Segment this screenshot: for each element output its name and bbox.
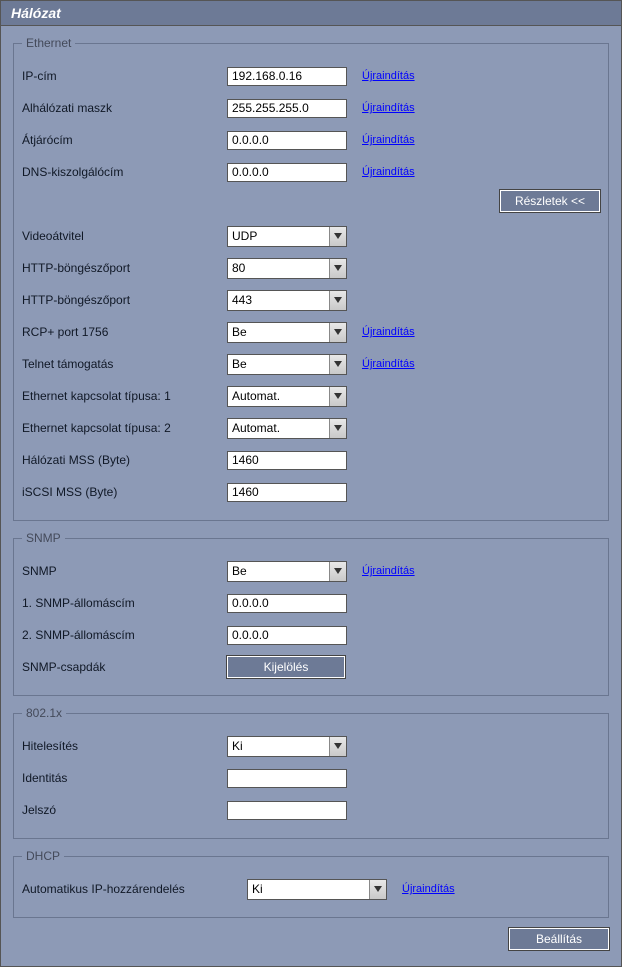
dns-input[interactable] [227,163,347,182]
snmp-restart-link[interactable]: Újraindítás [362,565,415,577]
identity-input[interactable] [227,769,347,788]
auth-label: Hitelesítés [22,739,227,753]
auth-select[interactable]: Ki [227,736,347,757]
chevron-down-icon [329,737,346,756]
chevron-down-icon [329,419,346,438]
details-button[interactable]: Részletek << [500,190,600,212]
ip-label: IP-cím [22,69,227,83]
snmp-traps-button[interactable]: Kijelölés [227,656,345,678]
dhcp-auto-label: Automatikus IP-hozzárendelés [22,882,247,896]
dhcp-legend: DHCP [22,849,64,863]
identity-label: Identitás [22,771,227,785]
snmp-legend: SNMP [22,531,65,545]
https-label: HTTP-böngészőport [22,293,227,307]
chevron-down-icon [329,291,346,310]
snmp-host2-label: 2. SNMP-állomáscím [22,628,227,642]
ip-input[interactable] [227,67,347,86]
dot1x-legend: 802.1x [22,706,66,720]
ethernet-fieldset: Ethernet IP-cím Újraindítás Alhálózati m… [13,36,609,521]
snmp-host1-label: 1. SNMP-állomáscím [22,596,227,610]
rcp-select-value: Be [228,325,329,339]
subnet-restart-link[interactable]: Újraindítás [362,102,415,114]
subnet-label: Alhálózati maszk [22,101,227,115]
http-label: HTTP-böngészőport [22,261,227,275]
dhcp-restart-link[interactable]: Újraindítás [402,883,455,895]
submit-button[interactable]: Beállítás [509,928,609,950]
ethtype2-select-value: Automat. [228,421,329,435]
password-label: Jelszó [22,803,227,817]
chevron-down-icon [329,227,346,246]
snmp-enable-value: Be [228,564,329,578]
telnet-label: Telnet támogatás [22,357,227,371]
dhcp-auto-value: Ki [248,882,369,896]
chevron-down-icon [329,387,346,406]
mss-input[interactable] [227,451,347,470]
gateway-input[interactable] [227,131,347,150]
subnet-input[interactable] [227,99,347,118]
gateway-restart-link[interactable]: Újraindítás [362,134,415,146]
dns-label: DNS-kiszolgálócím [22,165,227,179]
snmp-fieldset: SNMP SNMP Be Újraindítás 1. SNMP-állomás… [13,531,609,696]
gateway-label: Átjárócím [22,133,227,147]
http-select-value: 80 [228,261,329,275]
chevron-down-icon [329,323,346,342]
dns-restart-link[interactable]: Újraindítás [362,166,415,178]
ethtype2-label: Ethernet kapcsolat típusa: 2 [22,421,227,435]
ethtype1-select[interactable]: Automat. [227,386,347,407]
dhcp-auto-select[interactable]: Ki [247,879,387,900]
telnet-restart-link[interactable]: Újraindítás [362,358,415,370]
auth-select-value: Ki [228,739,329,753]
page-title: Hálózat [1,1,621,26]
iscsi-label: iSCSI MSS (Byte) [22,485,227,499]
rcp-select[interactable]: Be [227,322,347,343]
dot1x-fieldset: 802.1x Hitelesítés Ki Identitás Jelszó [13,706,609,839]
telnet-select-value: Be [228,357,329,371]
https-select-value: 443 [228,293,329,307]
rcp-label: RCP+ port 1756 [22,325,227,339]
network-panel: Hálózat Ethernet IP-cím Újraindítás Alhá… [0,0,622,967]
ethtype1-select-value: Automat. [228,389,329,403]
chevron-down-icon [329,259,346,278]
ethernet-legend: Ethernet [22,36,75,50]
http-select[interactable]: 80 [227,258,347,279]
https-select[interactable]: 443 [227,290,347,311]
video-select[interactable]: UDP [227,226,347,247]
snmp-enable-select[interactable]: Be [227,561,347,582]
telnet-select[interactable]: Be [227,354,347,375]
ethtype2-select[interactable]: Automat. [227,418,347,439]
snmp-traps-label: SNMP-csapdák [22,660,227,674]
ip-restart-link[interactable]: Újraindítás [362,70,415,82]
snmp-enable-label: SNMP [22,564,227,578]
chevron-down-icon [329,355,346,374]
ethtype1-label: Ethernet kapcsolat típusa: 1 [22,389,227,403]
password-input[interactable] [227,801,347,820]
snmp-host2-input[interactable] [227,626,347,645]
chevron-down-icon [369,880,386,899]
mss-label: Hálózati MSS (Byte) [22,453,227,467]
panel-body: Ethernet IP-cím Újraindítás Alhálózati m… [1,26,621,966]
video-label: Videoátvitel [22,229,227,243]
snmp-host1-input[interactable] [227,594,347,613]
chevron-down-icon [329,562,346,581]
iscsi-input[interactable] [227,483,347,502]
video-select-value: UDP [228,229,329,243]
rcp-restart-link[interactable]: Újraindítás [362,326,415,338]
dhcp-fieldset: DHCP Automatikus IP-hozzárendelés Ki Újr… [13,849,609,918]
